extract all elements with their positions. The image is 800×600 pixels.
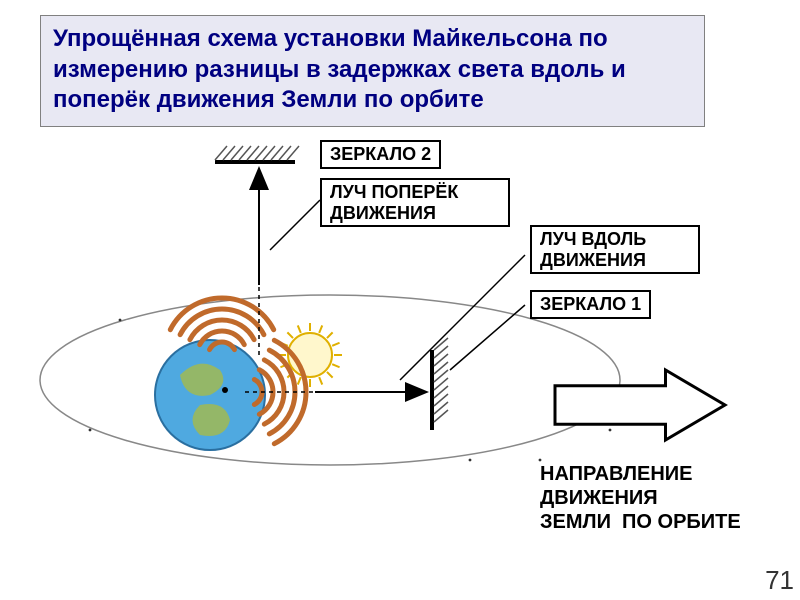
label-beam-along-text: ЛУЧ ВДОЛЬДВИЖЕНИЯ bbox=[540, 229, 646, 270]
label-beam-across-text: ЛУЧ ПОПЕРЁКДВИЖЕНИЯ bbox=[330, 182, 458, 223]
label-direction: НАПРАВЛЕНИЕДВИЖЕНИЯЗЕМЛИ ПО ОРБИТЕ bbox=[540, 462, 741, 534]
label-direction-text: НАПРАВЛЕНИЕДВИЖЕНИЯЗЕМЛИ ПО ОРБИТЕ bbox=[540, 463, 741, 533]
page-number: 71 bbox=[765, 565, 794, 596]
label-mirror-2: ЗЕРКАЛО 2 bbox=[320, 140, 441, 169]
label-mirror-1: ЗЕРКАЛО 1 bbox=[530, 290, 651, 319]
label-beam-along: ЛУЧ ВДОЛЬДВИЖЕНИЯ bbox=[530, 225, 700, 274]
label-beam-across: ЛУЧ ПОПЕРЁКДВИЖЕНИЯ bbox=[320, 178, 510, 227]
label-mirror-1-text: ЗЕРКАЛО 1 bbox=[540, 294, 641, 314]
label-mirror-2-text: ЗЕРКАЛО 2 bbox=[330, 144, 431, 164]
